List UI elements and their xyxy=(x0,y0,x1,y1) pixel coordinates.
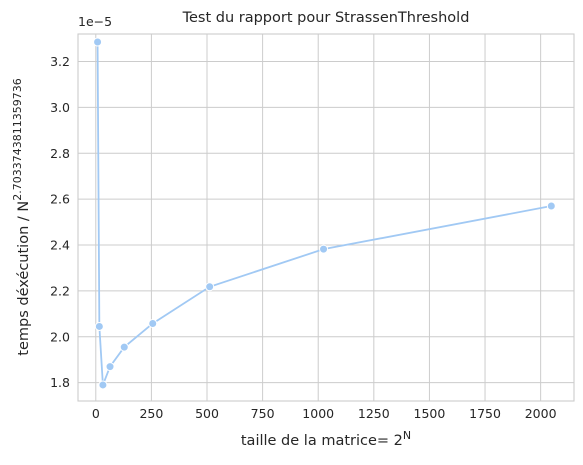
y-tick-label: 2.8 xyxy=(50,146,70,161)
data-point xyxy=(93,37,103,47)
x-tick-label: 0 xyxy=(92,406,100,421)
data-point xyxy=(98,380,108,390)
x-tick-label: 1000 xyxy=(302,406,334,421)
data-point xyxy=(119,342,129,352)
data-point xyxy=(319,244,329,254)
y-axis-label-text: temps déxécution / N xyxy=(16,201,32,356)
tick-labels: 0 250 500 750 1000 1250 1500 1750 2000 1.8 2.0 2.2 2… xyxy=(50,54,556,421)
y-tick-label: 3.0 xyxy=(50,100,70,115)
y-axis-label-sup: 2.7033743811359736 xyxy=(11,78,24,200)
x-tick-label: 750 xyxy=(251,406,275,421)
y-offset-text: 1e−5 xyxy=(78,14,112,29)
data-point xyxy=(105,362,115,372)
plot-frame xyxy=(77,33,575,402)
series-line xyxy=(93,37,556,390)
data-point xyxy=(148,318,158,328)
chart-title: Test du rapport pour StrassenThreshold xyxy=(182,10,470,26)
x-axis-label-eq: = 2 xyxy=(377,433,403,449)
y-axis-label: temps déxécution / N2.7033743811359736 xyxy=(11,78,32,355)
y-tick-label: 2.2 xyxy=(50,283,70,298)
y-tick-label: 2.4 xyxy=(50,238,70,253)
y-tick-label: 2.6 xyxy=(50,192,70,207)
x-tick-label: 1500 xyxy=(414,406,446,421)
x-tick-label: 2000 xyxy=(525,406,557,421)
x-axis-label: taille de la matrice= 2N xyxy=(241,429,411,449)
x-tick-label: 250 xyxy=(139,406,163,421)
x-tick-label: 500 xyxy=(195,406,219,421)
series-path xyxy=(96,42,552,386)
x-axis-label-sup: N xyxy=(403,429,411,442)
x-tick-label: 1250 xyxy=(358,406,390,421)
y-tick-label: 1.8 xyxy=(50,375,70,390)
data-point xyxy=(205,282,215,292)
x-axis-label-text: taille de la matrice xyxy=(241,433,377,449)
grid-lines xyxy=(78,34,574,401)
y-tick-label: 3.2 xyxy=(50,54,70,69)
y-tick-label: 2.0 xyxy=(50,329,70,344)
data-point xyxy=(94,321,104,331)
data-point xyxy=(546,201,556,211)
x-tick-label: 1750 xyxy=(469,406,501,421)
